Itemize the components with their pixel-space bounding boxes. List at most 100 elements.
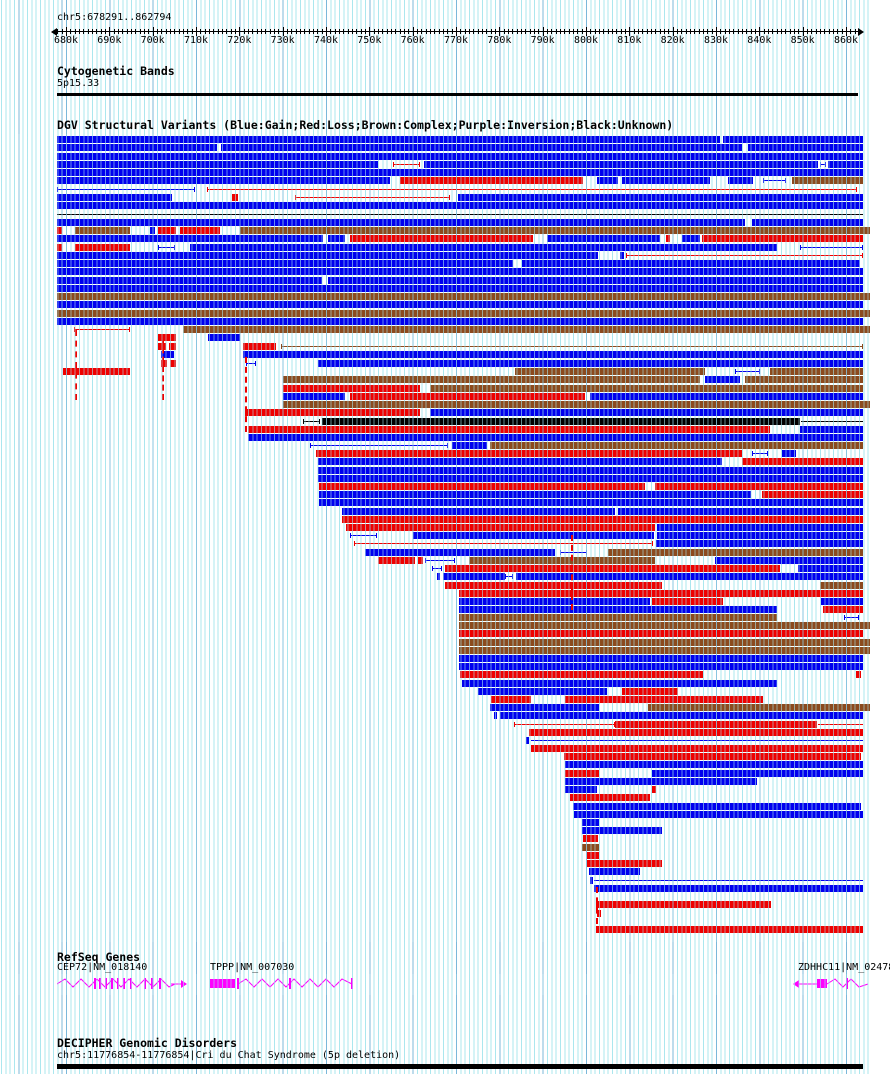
ruler-major-tick: [802, 27, 804, 36]
ruler-minor-tick: [651, 29, 652, 34]
ruler-minor-tick: [490, 29, 492, 34]
ruler-minor-tick: [685, 29, 687, 34]
ruler-major-tick: [585, 27, 587, 36]
ruler-minor-tick: [737, 29, 739, 34]
ruler-minor-tick: [200, 29, 202, 34]
ruler-minor-tick: [451, 29, 453, 34]
ruler-minor-tick: [209, 29, 210, 34]
gene-label[interactable]: ZDHHC11|NM_02478: [798, 962, 890, 973]
ruler-minor-tick: [742, 29, 743, 34]
ruler-tick-label: 820k: [660, 35, 685, 46]
cytoband-title: Cytogenetic Bands: [57, 64, 175, 78]
ruler-minor-tick: [334, 29, 336, 34]
ruler-minor-tick: [703, 29, 704, 34]
ruler-tick-label: 800k: [573, 35, 599, 46]
ruler-minor-tick: [508, 29, 509, 34]
refseq-title: RefSeq Genes: [57, 950, 141, 964]
ruler-minor-tick: [807, 29, 808, 34]
ruler-minor-tick: [460, 29, 462, 34]
ruler-minor-tick: [356, 29, 358, 34]
ruler-tick-label: 830k: [703, 35, 729, 46]
gene-model[interactable]: [56, 975, 190, 993]
cytoband-label: 5p15.33: [57, 78, 100, 89]
ruler-major-tick: [152, 27, 154, 36]
ruler-tick-label: 720k: [227, 35, 252, 46]
ruler-major-tick: [109, 27, 111, 36]
ruler-minor-tick: [841, 29, 843, 34]
ruler-minor-tick: [560, 29, 561, 34]
ruler-major-tick: [325, 27, 327, 36]
ruler-minor-tick: [300, 29, 301, 34]
ruler-minor-tick: [321, 29, 323, 34]
ruler-tick-label: 780k: [487, 35, 512, 46]
ruler-minor-tick: [620, 29, 622, 34]
ruler-minor-tick: [187, 29, 189, 34]
ruler-minor-tick: [833, 29, 834, 34]
ruler-minor-tick: [131, 29, 132, 34]
ruler-minor-tick: [434, 29, 436, 34]
ruler-minor-tick: [473, 29, 475, 34]
ruler-minor-tick: [655, 29, 657, 34]
ruler-tick-label: 750k: [357, 35, 382, 46]
ruler-minor-tick: [438, 29, 440, 34]
ruler-minor-tick: [295, 29, 297, 34]
ruler-minor-tick: [798, 29, 800, 34]
ruler-minor-tick: [222, 29, 223, 34]
ruler-major-tick: [195, 27, 197, 36]
ruler-minor-tick: [486, 29, 488, 34]
ruler-minor-tick: [217, 29, 219, 34]
ruler-minor-tick: [408, 29, 410, 34]
ruler-minor-tick: [854, 29, 856, 34]
ruler-minor-tick: [79, 29, 80, 34]
ruler-minor-tick: [360, 29, 362, 34]
ruler-minor-tick: [707, 29, 709, 34]
gene-model[interactable]: [790, 975, 870, 993]
gene-label[interactable]: CEP72|NM_018140: [57, 962, 148, 973]
ruler-minor-tick: [794, 29, 795, 34]
ruler-minor-tick: [659, 29, 661, 34]
ruler-minor-tick: [681, 29, 683, 34]
ruler-minor-tick: [148, 29, 150, 34]
gene-label[interactable]: TPPP|NM_007030: [210, 962, 295, 973]
decipher-bar[interactable]: [57, 1064, 863, 1069]
ruler-minor-tick: [382, 29, 384, 34]
ruler-minor-tick: [230, 29, 232, 34]
ruler-tick-label: 760k: [400, 35, 425, 46]
ruler-minor-tick: [573, 29, 574, 34]
ruler-minor-tick: [503, 29, 505, 34]
ruler-left-arrow-icon: [51, 28, 57, 36]
gene-model[interactable]: [210, 975, 355, 993]
ruler-tick-label: 680k: [53, 35, 79, 46]
ruler-major-tick: [542, 27, 544, 36]
ruler-minor-tick: [815, 29, 817, 34]
ruler-minor-tick: [122, 29, 124, 34]
ruler-minor-tick: [850, 29, 852, 34]
ruler-minor-tick: [308, 29, 310, 34]
ruler-minor-tick: [555, 29, 557, 34]
ruler-minor-tick: [525, 29, 527, 34]
ruler-minor-tick: [447, 29, 449, 34]
ruler-minor-tick: [252, 29, 254, 34]
ruler-tick-label: 700k: [140, 35, 165, 46]
gene-structure: [210, 978, 353, 989]
ruler-minor-tick: [399, 29, 401, 34]
ruler-tick-label: 810k: [617, 35, 642, 46]
ruler-minor-tick: [343, 29, 345, 34]
ruler-tick-label: 790k: [530, 35, 555, 46]
ruler-axis-line: [57, 31, 858, 32]
ruler-minor-tick: [837, 29, 839, 34]
ruler-minor-tick: [61, 29, 63, 34]
ruler-minor-tick: [317, 29, 319, 34]
ruler-minor-tick: [365, 29, 366, 34]
ruler-minor-tick: [100, 29, 102, 34]
ruler-minor-tick: [165, 29, 167, 34]
ruler-tick-label: 840k: [747, 35, 772, 46]
ruler-minor-tick: [235, 29, 236, 34]
ruler-minor-tick: [287, 29, 288, 34]
ruler-minor-tick: [729, 29, 730, 34]
ruler-minor-tick: [512, 29, 514, 34]
ruler-major-tick: [759, 27, 761, 36]
cytoband-bar[interactable]: [57, 93, 858, 96]
ruler-minor-tick: [577, 29, 579, 34]
ruler-minor-tick: [347, 29, 349, 34]
